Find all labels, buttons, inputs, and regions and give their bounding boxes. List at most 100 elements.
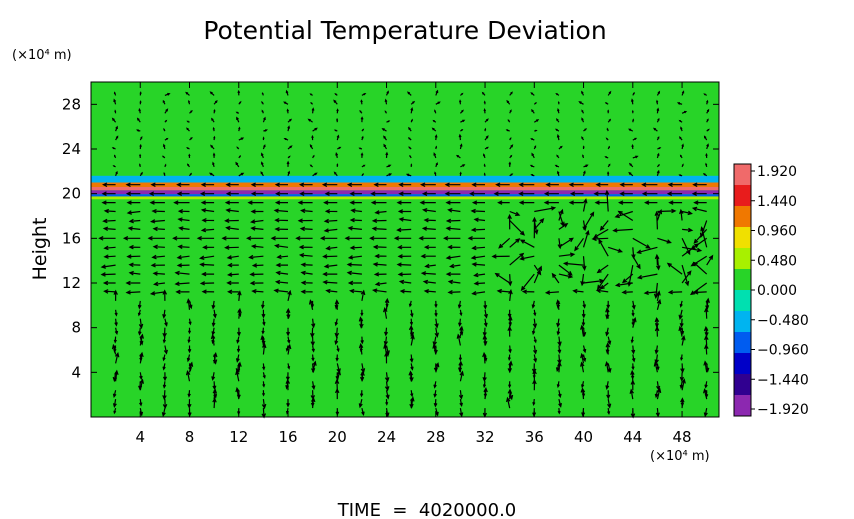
wind-arrow [287, 145, 293, 150]
wind-arrow [473, 217, 486, 223]
wind-arrow [138, 381, 143, 391]
wind-arrow [469, 191, 485, 196]
wind-arrow [557, 354, 562, 365]
wind-arrow [612, 228, 633, 233]
wind-arrow [508, 381, 512, 389]
wind-arrow [555, 118, 560, 123]
wind-arrow [285, 89, 289, 96]
wind-arrow [582, 300, 587, 309]
wind-arrow [250, 226, 264, 231]
wind-arrow [235, 363, 241, 374]
wind-arrow [103, 254, 116, 259]
wind-arrow [126, 200, 141, 205]
wind-arrow [138, 318, 144, 330]
colorbar: 1.920 1.440 0.960 0.480 0.000 −0.480 −0.960 −1.… [733, 163, 809, 418]
wind-arrow [494, 272, 511, 284]
wind-arrow [128, 270, 141, 276]
wind-arrow [358, 398, 363, 409]
wind-arrow [557, 100, 560, 105]
wind-arrow [459, 398, 463, 408]
wind-arrow [383, 135, 387, 141]
wind-arrow [484, 127, 487, 132]
wind-arrow [558, 145, 563, 150]
wind-arrow [335, 152, 339, 159]
wind-arrow [213, 99, 218, 105]
wind-arrow [421, 191, 436, 196]
wind-arrow [374, 210, 387, 215]
wind-arrow [250, 209, 264, 214]
wind-arrow [287, 336, 291, 344]
wind-arrow [150, 182, 165, 188]
wind-arrow [383, 336, 388, 347]
wind-arrow [409, 354, 414, 363]
wind-arrow [657, 208, 677, 214]
wind-arrow [582, 154, 585, 159]
wind-arrow [188, 318, 192, 326]
wind-arrow [605, 309, 610, 320]
wind-arrow [607, 163, 611, 168]
wind-arrow [115, 170, 118, 177]
wind-arrow [361, 93, 367, 96]
wind-arrow [459, 408, 464, 418]
wind-arrow [196, 236, 215, 241]
wind-arrow [543, 191, 559, 196]
wind-arrow [484, 146, 489, 150]
wind-arrow [578, 101, 584, 105]
wind-arrow [666, 262, 683, 275]
wind-arrow [458, 133, 462, 141]
wind-arrow [113, 98, 117, 105]
wind-arrow [334, 318, 339, 327]
wind-arrow [164, 137, 169, 141]
wind-arrow [409, 399, 414, 409]
wind-arrow [164, 92, 171, 96]
wind-arrow [690, 255, 708, 267]
wind-arrow [283, 138, 289, 141]
wind-arrow [558, 398, 562, 408]
wind-arrow [581, 390, 586, 398]
wind-arrow [569, 191, 584, 196]
wind-arrow [582, 145, 585, 150]
wind-arrow [631, 318, 635, 327]
wind-arrow [161, 407, 166, 418]
wind-arrow [386, 173, 393, 177]
wind-arrow [295, 236, 313, 241]
wind-arrow [309, 164, 313, 168]
wind-arrow [605, 381, 610, 390]
wind-arrow [113, 407, 117, 415]
wind-arrow [164, 318, 168, 327]
wind-arrow [597, 273, 609, 290]
wind-arrow [227, 289, 239, 295]
colorbar-segment [734, 164, 751, 186]
x-tick-label: 8 [185, 428, 195, 446]
y-tick-label: 4 [71, 363, 81, 381]
wind-arrow [692, 182, 707, 188]
wind-arrow [385, 90, 389, 96]
wind-arrow [310, 327, 315, 339]
wind-arrow [568, 182, 584, 188]
wind-arrow [275, 270, 289, 276]
wind-arrow [398, 191, 412, 196]
wind-arrow [656, 209, 663, 221]
wind-arrow [139, 143, 142, 150]
wind-arrow [211, 300, 216, 310]
wind-arrow [704, 327, 709, 337]
wind-arrow [460, 128, 464, 132]
wind-arrow [471, 262, 486, 267]
wind-arrow [162, 354, 166, 362]
wind-arrow [599, 220, 609, 231]
wind-arrow [604, 156, 609, 159]
wind-arrow [396, 200, 412, 205]
wind-arrow [447, 208, 461, 213]
wind-arrow [467, 236, 485, 241]
wind-arrow [323, 200, 338, 205]
wind-arrow [125, 182, 141, 188]
wind-arrow [260, 161, 264, 168]
wind-arrow [287, 125, 291, 132]
colorbar-segment [734, 353, 751, 375]
wind-arrow [680, 327, 685, 335]
wind-arrow [149, 291, 165, 296]
wind-arrow [706, 143, 709, 150]
wind-arrow [260, 152, 264, 159]
wind-arrow [509, 173, 514, 177]
wind-arrow [285, 381, 290, 390]
